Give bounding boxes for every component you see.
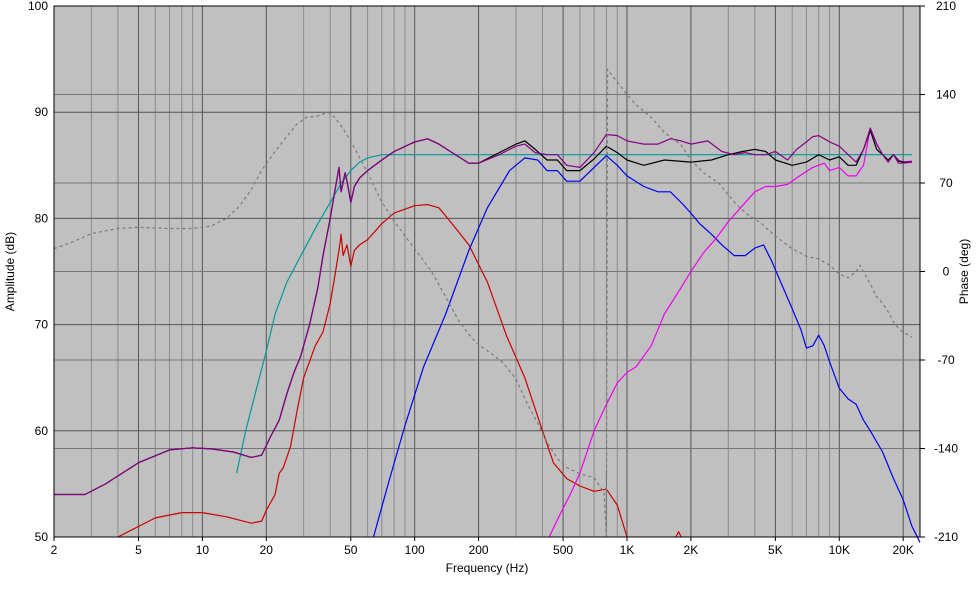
series-line-6 xyxy=(54,127,913,496)
series-line-1 xyxy=(675,531,682,538)
x-tick-label: 2 xyxy=(51,543,58,557)
y2-tick-label: 0 xyxy=(943,265,950,279)
x-tick-label: 200 xyxy=(469,543,489,557)
x-tick-label: 20K xyxy=(893,543,914,557)
x-tick-label: 50 xyxy=(344,543,358,557)
series-layer xyxy=(53,68,921,543)
x-tick-label: 5K xyxy=(768,543,783,557)
series-line-2 xyxy=(372,155,921,543)
x-tick-label: 100 xyxy=(405,543,425,557)
y-tick-label: 90 xyxy=(35,105,49,119)
x-axis-label: Frequency (Hz) xyxy=(446,561,529,575)
x-tick-label: 10K xyxy=(829,543,850,557)
y-tick-label: 50 xyxy=(35,530,49,544)
y-tick-label: 60 xyxy=(35,424,49,438)
series-line-4 xyxy=(236,154,912,474)
y-tick-label: 80 xyxy=(35,211,49,225)
series-line-7 xyxy=(53,68,913,538)
y2-tick-label: -210 xyxy=(934,530,958,544)
y-axis-label: Amplitude (dB) xyxy=(3,232,17,311)
x-tick-label: 10 xyxy=(196,543,210,557)
y-tick-label: 100 xyxy=(28,0,48,13)
tick-layer: 2 5 10 20 50 100 200 500 1K 2K 5K 10K 20K 50 60 70 80 90 1… xyxy=(28,0,958,557)
x-tick-label: 1K xyxy=(620,543,635,557)
x-tick-label: 500 xyxy=(553,543,573,557)
y2-axis-label: Phase (deg) xyxy=(957,239,971,304)
y2-tick-label: 140 xyxy=(936,88,956,102)
x-tick-label: 20 xyxy=(260,543,274,557)
y2-tick-label: -70 xyxy=(937,353,955,367)
x-tick-label: 5 xyxy=(135,543,142,557)
series-line-0 xyxy=(117,204,628,538)
y2-tick-label: 210 xyxy=(936,0,956,13)
y2-tick-label: -140 xyxy=(934,442,958,456)
y-tick-label: 70 xyxy=(35,318,49,332)
y2-tick-label: 70 xyxy=(939,176,953,190)
x-tick-label: 2K xyxy=(684,543,699,557)
